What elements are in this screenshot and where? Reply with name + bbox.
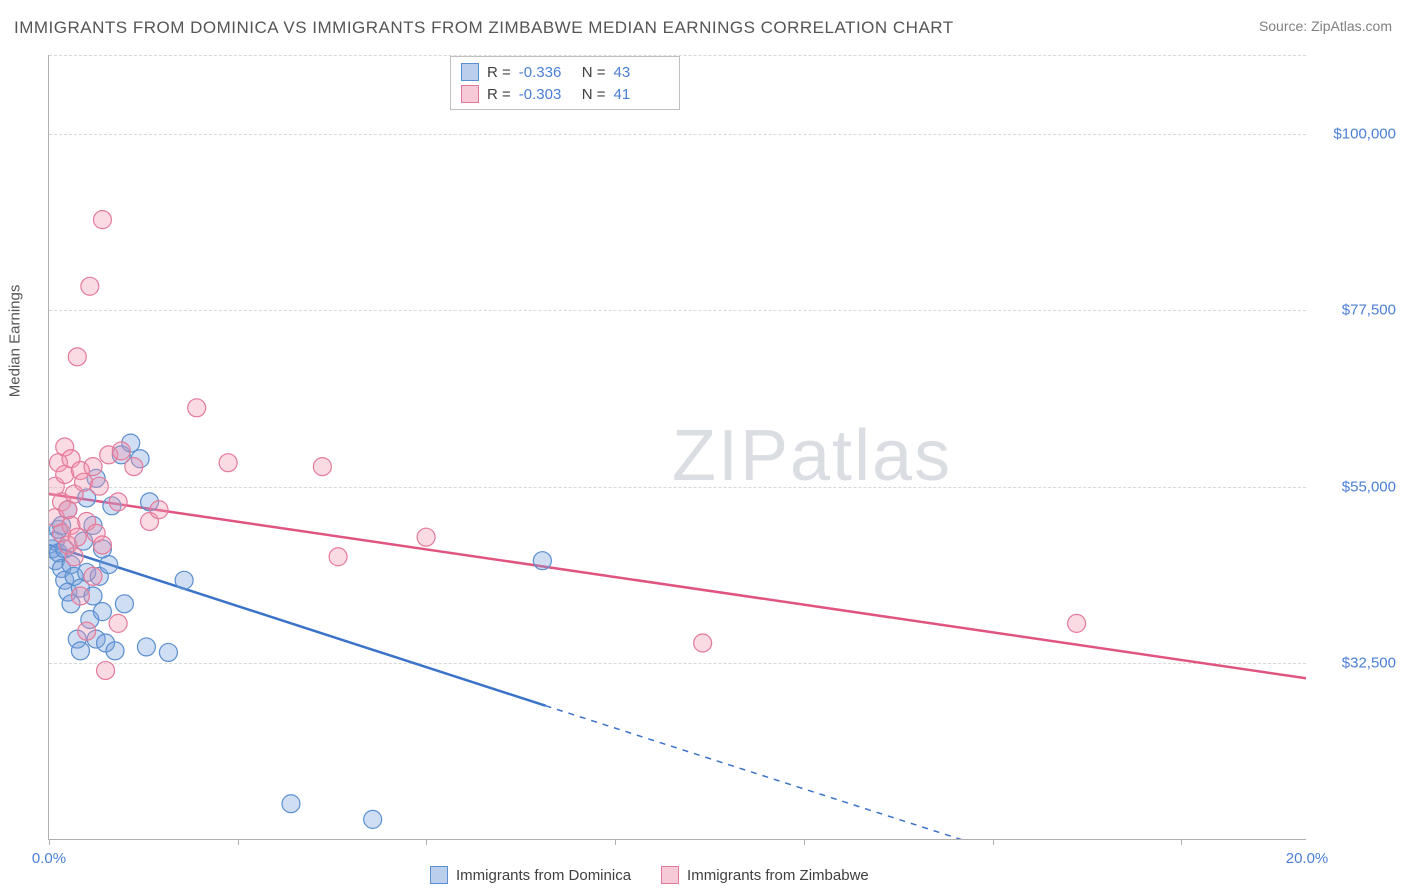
data-point [329,548,347,566]
stats-r-value: -0.336 [519,64,574,81]
stats-n-value: 41 [614,86,669,103]
data-point [115,595,133,613]
stats-r-label: R = [487,86,511,103]
data-point [112,442,130,460]
y-tick-label: $77,500 [1316,302,1396,319]
data-point [175,571,193,589]
data-point [90,477,108,495]
data-point [68,348,86,366]
data-point [109,493,127,511]
x-tick [426,839,427,845]
stats-r-label: R = [487,64,511,81]
legend-label: Immigrants from Dominica [456,867,631,884]
bottom-legend: Immigrants from Dominica Immigrants from … [430,866,869,884]
data-point [81,277,99,295]
data-point [219,454,237,472]
chart-container: IMMIGRANTS FROM DOMINICA VS IMMIGRANTS F… [0,0,1406,892]
stats-n-value: 43 [614,64,669,81]
stats-legend-box: R = -0.336 N = 43 R = -0.303 N = 41 [450,56,680,110]
data-point [125,458,143,476]
x-tick [993,839,994,845]
x-tick [804,839,805,845]
data-point [93,603,111,621]
legend-swatch [461,85,479,103]
data-point [84,567,102,585]
data-point [364,810,382,828]
data-point [533,552,551,570]
legend-item: Immigrants from Dominica [430,866,631,884]
x-tick-label-end: 20.0% [1286,850,1329,867]
data-point [188,399,206,417]
source-label: Source: ZipAtlas.com [1259,18,1392,34]
data-point [84,458,102,476]
trend-line-dashed [546,706,1175,839]
y-tick-label: $32,500 [1316,655,1396,672]
legend-item: Immigrants from Zimbabwe [661,866,869,884]
stats-row: R = -0.336 N = 43 [461,61,669,83]
x-tick [49,839,50,845]
data-point [106,642,124,660]
data-point [313,458,331,476]
plot-svg [49,55,1306,839]
data-point [71,642,89,660]
y-tick-label: $55,000 [1316,478,1396,495]
data-point [100,556,118,574]
x-tick [615,839,616,845]
data-point [1068,614,1086,632]
y-tick-label: $100,000 [1316,125,1396,142]
data-point [78,622,96,640]
stats-n-label: N = [582,86,606,103]
legend-swatch [461,63,479,81]
trend-line [49,494,1306,678]
data-point [694,634,712,652]
data-point [75,473,93,491]
x-tick [1181,839,1182,845]
chart-title: IMMIGRANTS FROM DOMINICA VS IMMIGRANTS F… [14,18,954,38]
plot-area: $32,500$55,000$77,500$100,0000.0%20.0% [48,55,1306,840]
data-point [159,643,177,661]
y-axis-label: Median Earnings [7,285,24,398]
data-point [65,548,83,566]
data-point [93,536,111,554]
data-point [71,587,89,605]
stats-r-value: -0.303 [519,86,574,103]
data-point [417,528,435,546]
legend-swatch [661,866,679,884]
data-point [137,638,155,656]
x-tick [238,839,239,845]
stats-n-label: N = [582,64,606,81]
x-tick-label-start: 0.0% [32,850,66,867]
data-point [68,528,86,546]
data-point [282,795,300,813]
data-point [97,661,115,679]
data-point [109,614,127,632]
stats-row: R = -0.303 N = 41 [461,83,669,105]
legend-swatch [430,866,448,884]
data-point [93,211,111,229]
data-point [150,501,168,519]
legend-label: Immigrants from Zimbabwe [687,867,869,884]
